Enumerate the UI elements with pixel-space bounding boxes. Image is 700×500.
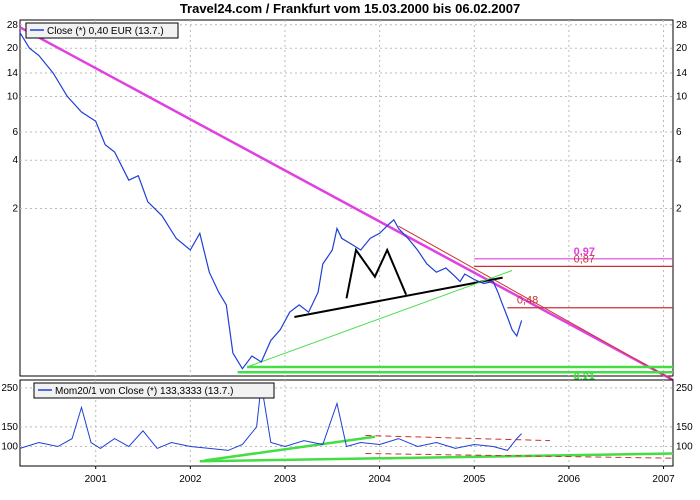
price-grid (20, 20, 673, 376)
level-label-0,48: 0,48 (517, 295, 538, 307)
momentum-trendline-red-dashed-lower (365, 453, 674, 459)
price-y-tick-label: 4 (12, 155, 18, 166)
level-label-0,97: 0,97 (574, 246, 595, 258)
price-y-tick-label-right: 20 (676, 43, 688, 54)
x-tick-label: 2003 (274, 474, 297, 485)
momentum-y-tick-label: 100 (1, 441, 18, 452)
price-legend-box (25, 22, 179, 39)
momentum-y-tick-label: 250 (1, 383, 18, 394)
x-tick-label: 2002 (179, 474, 202, 485)
momentum-y-ticks-right: 250 150 100 (676, 383, 693, 453)
price-y-tick-label-right: 2 (676, 203, 682, 214)
trendline-green-support (246, 270, 513, 368)
momentum-legend-label: Mom20/1 von Close (*) 133,3333 (13.7.) (55, 386, 233, 397)
price-trendlines (19, 26, 674, 382)
trendline-black-M-pattern (345, 247, 408, 299)
momentum-trendline-green-support (199, 452, 674, 463)
momentum-trendline-green-support-short (204, 435, 376, 462)
momentum-trendlines (199, 435, 674, 463)
momentum-trendline-red-dashed-upper (365, 435, 551, 442)
price-y-tick-label-right: 4 (676, 155, 682, 166)
price-series-line (19, 32, 523, 370)
momentum-y-tick-label: 150 (1, 422, 18, 433)
momentum-y-tick-label-right: 250 (676, 383, 693, 394)
price-legend: Close (*) 0,40 EUR (13.7.) (25, 22, 179, 39)
trendline-red-resistance (398, 225, 674, 381)
price-y-tick-label: 20 (7, 43, 19, 54)
trendline-magenta-resistance (19, 26, 674, 382)
trendline-black-support (294, 276, 503, 318)
x-tick-label: 2006 (558, 474, 581, 485)
x-tick-label: 2001 (85, 474, 108, 485)
price-y-tick-label: 6 (12, 127, 18, 138)
price-y-ticks-right: 28 20 14 10 6 4 2 (676, 20, 688, 215)
price-y-tick-label-right: 28 (676, 20, 688, 31)
price-y-tick-label-right: 10 (676, 91, 688, 102)
x-axis: 2001 2002 2003 2004 2005 2006 2007 (85, 466, 675, 485)
momentum-legend: Mom20/1 von Close (*) 133,3333 (13.7.) (33, 382, 275, 399)
momentum-y-tick-label-right: 150 (676, 422, 693, 433)
price-y-tick-label: 2 (12, 203, 18, 214)
price-y-tick-label: 28 (7, 20, 19, 31)
price-y-tick-label-right: 6 (676, 127, 682, 138)
price-legend-label: Close (*) 0,40 EUR (13.7.) (47, 26, 164, 37)
momentum-y-ticks-left: 250 150 100 (1, 383, 18, 453)
level-label-0,87: 0,87 (574, 253, 595, 265)
x-tick-label: 2004 (368, 474, 391, 485)
price-y-ticks-left: 28 20 14 10 6 4 2 (7, 20, 19, 215)
chart-title: Travel24.com / Frankfurt vom 15.03.2000 … (180, 1, 520, 16)
x-tick-label: 2005 (463, 474, 486, 485)
price-y-tick-label: 10 (7, 91, 19, 102)
x-tick-label: 2007 (652, 474, 675, 485)
price-series (19, 32, 523, 370)
price-y-tick-label: 14 (7, 68, 19, 79)
price-y-tick-label-right: 14 (676, 68, 688, 79)
momentum-y-tick-label-right: 100 (676, 441, 693, 452)
momentum-legend-box (33, 382, 275, 399)
price-plot-area (19, 19, 674, 377)
